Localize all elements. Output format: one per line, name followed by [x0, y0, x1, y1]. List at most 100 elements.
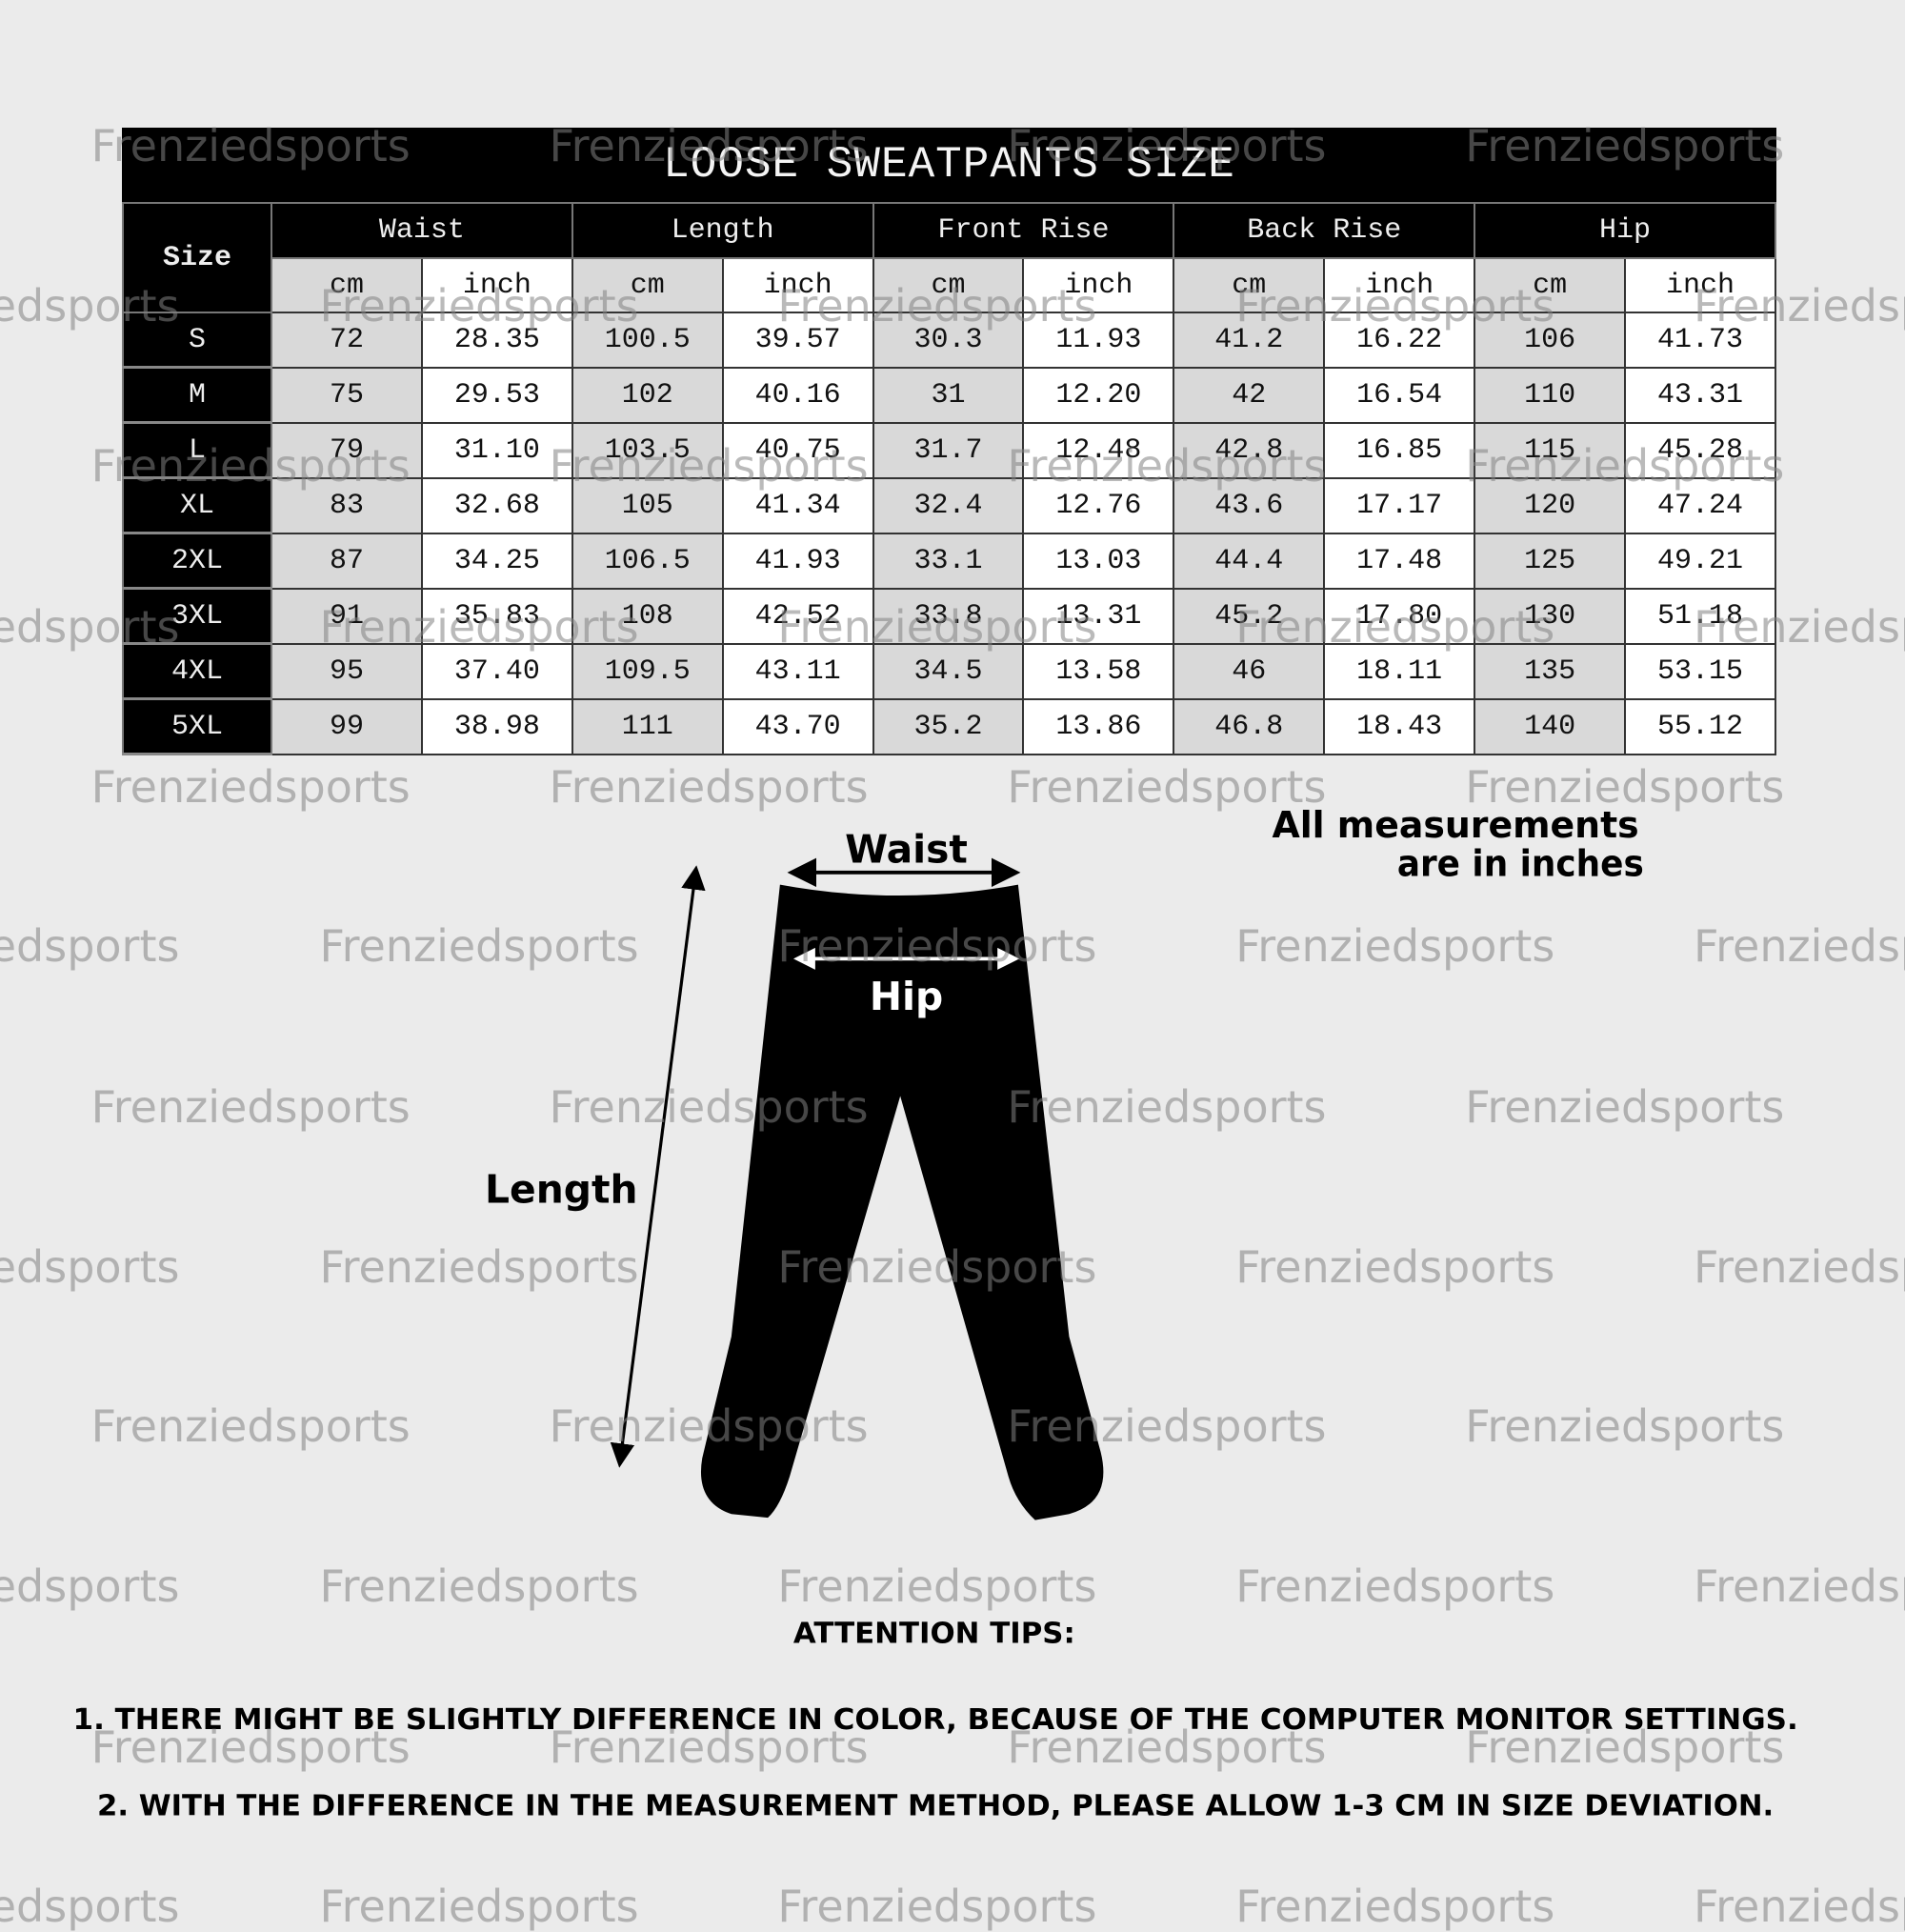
value-cell: 41.93 [721, 532, 874, 590]
table-row: M 75 29.53 102 40.16 31 12.20 42 16.54 110 43.31 [122, 366, 1776, 424]
table-row: 3XL 91 35.83 108 42.52 33.8 13.31 45.2 17.80 130 5… [122, 587, 1776, 645]
value-cell: 91 [271, 587, 423, 645]
size-chart: LOOSE SWEATPANTS SIZE Size Waist Length … [122, 128, 1776, 755]
value-cell: 125 [1474, 532, 1627, 590]
value-cell: 32.68 [420, 476, 573, 534]
value-cell: 38.98 [420, 697, 573, 755]
value-cell: 40.75 [721, 421, 874, 479]
value-cell: 43.6 [1173, 476, 1326, 534]
unit-header: inch [420, 257, 573, 313]
value-cell: 110 [1474, 366, 1627, 424]
value-cell: 105 [571, 476, 724, 534]
value-cell: 35.83 [420, 587, 573, 645]
value-cell: 17.17 [1323, 476, 1476, 534]
value-cell: 45.2 [1173, 587, 1326, 645]
value-cell: 35.2 [872, 697, 1025, 755]
value-cell: 135 [1474, 642, 1627, 700]
length-arrow [610, 865, 706, 1468]
value-cell: 95 [271, 642, 423, 700]
waist-label: Waist [845, 827, 968, 873]
value-cell: 34.5 [872, 642, 1025, 700]
value-cell: 43.31 [1624, 366, 1776, 424]
value-cell: 34.25 [420, 532, 573, 590]
value-cell: 130 [1474, 587, 1627, 645]
unit-header: cm [1474, 257, 1627, 313]
value-cell: 111 [571, 697, 724, 755]
size-cell: S [122, 312, 272, 369]
value-cell: 55.12 [1624, 697, 1776, 755]
value-cell: 140 [1474, 697, 1627, 755]
units-note-line2: are in inches [1397, 843, 1644, 886]
value-cell: 12.76 [1022, 476, 1175, 534]
value-cell: 16.54 [1323, 366, 1476, 424]
value-cell: 83 [271, 476, 423, 534]
value-cell: 40.16 [721, 366, 874, 424]
value-cell: 12.48 [1022, 421, 1175, 479]
group-header: Back Rise [1173, 202, 1476, 259]
value-cell: 108 [571, 587, 724, 645]
tip-2: 2. WITH THE DIFFERENCE IN THE MEASUREMEN… [97, 1790, 1774, 1823]
value-cell: 41.2 [1173, 312, 1326, 369]
value-cell: 13.86 [1022, 697, 1175, 755]
unit-header: inch [1323, 257, 1476, 313]
value-cell: 102 [571, 366, 724, 424]
value-cell: 49.21 [1624, 532, 1776, 590]
unit-header: cm [872, 257, 1025, 313]
value-cell: 33.8 [872, 587, 1025, 645]
hip-label: Hip [870, 974, 943, 1019]
size-cell: 2XL [122, 532, 272, 590]
unit-header: cm [1173, 257, 1326, 313]
value-cell: 33.1 [872, 532, 1025, 590]
size-cell: XL [122, 476, 272, 534]
value-cell: 46 [1173, 642, 1326, 700]
value-cell: 42 [1173, 366, 1326, 424]
size-table: Size Waist Length Front Rise Back Rise H… [122, 202, 1776, 755]
value-cell: 42.52 [721, 587, 874, 645]
value-cell: 46.8 [1173, 697, 1326, 755]
value-cell: 109.5 [571, 642, 724, 700]
length-label: Length [485, 1167, 637, 1213]
value-cell: 13.58 [1022, 642, 1175, 700]
value-cell: 11.93 [1022, 312, 1175, 369]
value-cell: 87 [271, 532, 423, 590]
value-cell: 37.40 [420, 642, 573, 700]
value-cell: 100.5 [571, 312, 724, 369]
value-cell: 45.28 [1624, 421, 1776, 479]
value-cell: 47.24 [1624, 476, 1776, 534]
value-cell: 99 [271, 697, 423, 755]
value-cell: 79 [271, 421, 423, 479]
value-cell: 51.18 [1624, 587, 1776, 645]
size-cell: M [122, 366, 272, 424]
table-row: 2XL 87 34.25 106.5 41.93 33.1 13.03 44.4 17.48 12… [122, 532, 1776, 590]
unit-header: inch [721, 257, 874, 313]
value-cell: 43.11 [721, 642, 874, 700]
value-cell: 30.3 [872, 312, 1025, 369]
value-cell: 120 [1474, 476, 1627, 534]
table-row: 5XL 99 38.98 111 43.70 35.2 13.86 46.8 18.43 140 5… [122, 697, 1776, 755]
value-cell: 115 [1474, 421, 1627, 479]
value-cell: 43.70 [721, 697, 874, 755]
size-header: Size [122, 202, 272, 313]
value-cell: 31.7 [872, 421, 1025, 479]
value-cell: 75 [271, 366, 423, 424]
value-cell: 31.10 [420, 421, 573, 479]
group-header: Waist [271, 202, 573, 259]
value-cell: 18.11 [1323, 642, 1476, 700]
group-header: Hip [1474, 202, 1776, 259]
unit-header: cm [271, 257, 423, 313]
group-header: Length [571, 202, 874, 259]
unit-header: inch [1022, 257, 1175, 313]
value-cell: 12.20 [1022, 366, 1175, 424]
value-cell: 44.4 [1173, 532, 1326, 590]
size-cell: 3XL [122, 587, 272, 645]
value-cell: 72 [271, 312, 423, 369]
value-cell: 18.43 [1323, 697, 1476, 755]
table-row: L 79 31.10 103.5 40.75 31.7 12.48 42.8 16.85 115 4… [122, 421, 1776, 479]
unit-header: cm [571, 257, 724, 313]
value-cell: 13.31 [1022, 587, 1175, 645]
value-cell: 41.73 [1624, 312, 1776, 369]
value-cell: 42.8 [1173, 421, 1326, 479]
table-row: XL 83 32.68 105 41.34 32.4 12.76 43.6 17.17 120 47… [122, 476, 1776, 534]
value-cell: 28.35 [420, 312, 573, 369]
value-cell: 31 [872, 366, 1025, 424]
